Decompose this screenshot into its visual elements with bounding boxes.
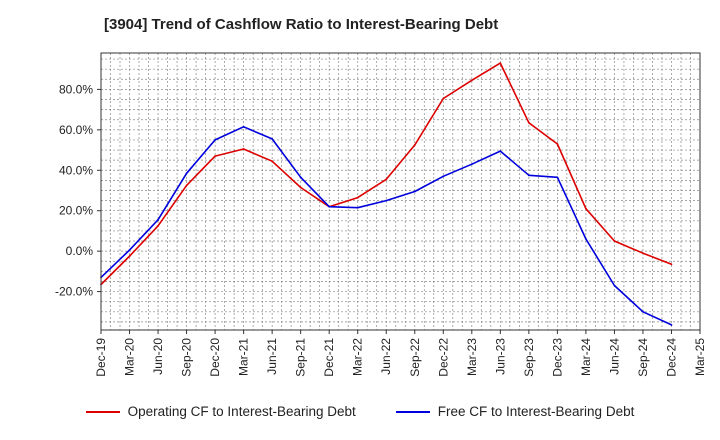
y-axis-ticks: -20.0% 0.0% 20.0% 40.0% 60.0% 80.0% — [55, 82, 101, 299]
data-point-operating-cf — [356, 196, 359, 199]
x-tick-label: Dec-19 — [94, 338, 108, 377]
x-tick-label: Mar-23 — [465, 338, 479, 376]
data-point-operating-cf — [670, 263, 673, 266]
x-tick-label: Jun-23 — [493, 338, 507, 375]
data-point-free-cf — [413, 190, 416, 193]
x-tick-label: Jun-20 — [151, 338, 165, 375]
data-point-operating-cf — [299, 186, 302, 189]
x-tick-label: Jun-21 — [265, 338, 279, 375]
data-point-free-cf — [271, 138, 274, 140]
data-point-free-cf — [499, 150, 502, 152]
legend: Operating CF to Interest-Bearing Debt Fr… — [0, 404, 720, 419]
data-point-free-cf — [613, 284, 616, 287]
x-tick-label: Dec-22 — [436, 338, 450, 377]
x-tick-label: Sep-20 — [180, 338, 194, 377]
data-point-free-cf — [670, 324, 673, 326]
data-point-operating-cf — [442, 97, 445, 100]
data-point-operating-cf — [470, 79, 473, 82]
x-tick-label: Mar-22 — [351, 338, 365, 376]
y-tick-label: 80.0% — [59, 82, 93, 96]
x-tick-label: Dec-24 — [664, 338, 678, 377]
data-point-operating-cf — [585, 207, 587, 210]
data-point-operating-cf — [413, 144, 416, 146]
data-point-free-cf — [442, 175, 445, 178]
x-tick-label: Dec-23 — [550, 338, 564, 377]
data-point-operating-cf — [527, 121, 530, 124]
data-point-free-cf — [470, 163, 473, 166]
y-tick-label: 40.0% — [59, 163, 93, 177]
data-point-operating-cf — [556, 143, 559, 145]
data-point-free-cf — [328, 205, 331, 208]
x-tick-label: Jun-24 — [607, 338, 621, 375]
data-point-free-cf — [242, 125, 245, 128]
data-point-operating-cf — [214, 155, 216, 158]
x-tick-label: Dec-21 — [322, 338, 336, 377]
plot-area-frame — [100, 52, 701, 331]
data-point-operating-cf — [642, 252, 644, 255]
legend-swatch-free-cf — [395, 410, 430, 413]
data-point-free-cf — [128, 249, 131, 252]
data-point-free-cf — [527, 174, 530, 177]
legend-item-operating-cf: Operating CF to Interest-Bearing Debt — [85, 404, 356, 419]
data-point-operating-cf — [385, 178, 388, 181]
data-point-free-cf — [299, 176, 302, 179]
y-tick-label: 20.0% — [59, 204, 93, 218]
chart-title: [3904] Trend of Cashflow Ratio to Intere… — [104, 16, 499, 33]
data-point-free-cf — [214, 139, 216, 141]
grid-lines — [101, 53, 700, 330]
x-tick-label: Jun-22 — [379, 338, 393, 375]
x-tick-label: Sep-22 — [408, 338, 422, 377]
data-point-operating-cf — [157, 224, 159, 227]
series-lines — [100, 62, 673, 326]
x-tick-label: Mar-21 — [237, 338, 251, 376]
data-point-free-cf — [356, 206, 359, 209]
x-tick-label: Mar-20 — [123, 338, 137, 376]
y-tick-label: -20.0% — [55, 285, 93, 299]
data-point-free-cf — [642, 310, 644, 313]
data-point-free-cf — [385, 199, 388, 202]
data-point-operating-cf — [128, 255, 131, 258]
data-point-free-cf — [556, 176, 559, 179]
x-tick-label: Sep-23 — [522, 338, 536, 377]
data-point-operating-cf — [613, 240, 616, 242]
legend-item-free-cf: Free CF to Interest-Bearing Debt — [395, 404, 635, 419]
y-tick-label: 0.0% — [66, 244, 94, 258]
x-tick-label: Mar-25 — [693, 338, 707, 376]
legend-label-free-cf: Free CF to Interest-Bearing Debt — [437, 404, 635, 419]
legend-label-operating-cf: Operating CF to Interest-Bearing Debt — [127, 404, 356, 419]
data-point-operating-cf — [185, 184, 188, 187]
data-point-free-cf — [157, 218, 159, 221]
data-point-free-cf — [185, 172, 188, 175]
x-tick-label: Mar-24 — [579, 338, 593, 376]
x-tick-label: Sep-21 — [294, 338, 308, 377]
data-point-operating-cf — [499, 62, 502, 65]
data-point-operating-cf — [271, 160, 274, 163]
x-tick-label: Sep-24 — [636, 338, 650, 377]
y-tick-label: 60.0% — [59, 123, 93, 137]
x-axis-ticks: Dec-19 Mar-20 Jun-20 Sep-20 Dec-20 Mar-21 Jun-… — [94, 330, 707, 377]
data-point-free-cf — [585, 238, 587, 240]
x-tick-label: Dec-20 — [208, 338, 222, 377]
legend-swatch-operating-cf — [85, 410, 120, 413]
data-point-operating-cf — [242, 148, 245, 150]
